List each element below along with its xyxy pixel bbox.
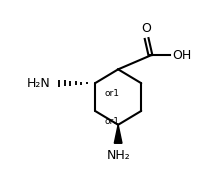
Text: OH: OH [172,49,191,62]
Text: NH₂: NH₂ [106,149,130,162]
Text: or1: or1 [104,117,119,126]
Polygon shape [114,125,122,143]
Text: O: O [142,22,152,35]
Text: H₂N: H₂N [27,77,50,90]
Text: or1: or1 [104,89,119,98]
